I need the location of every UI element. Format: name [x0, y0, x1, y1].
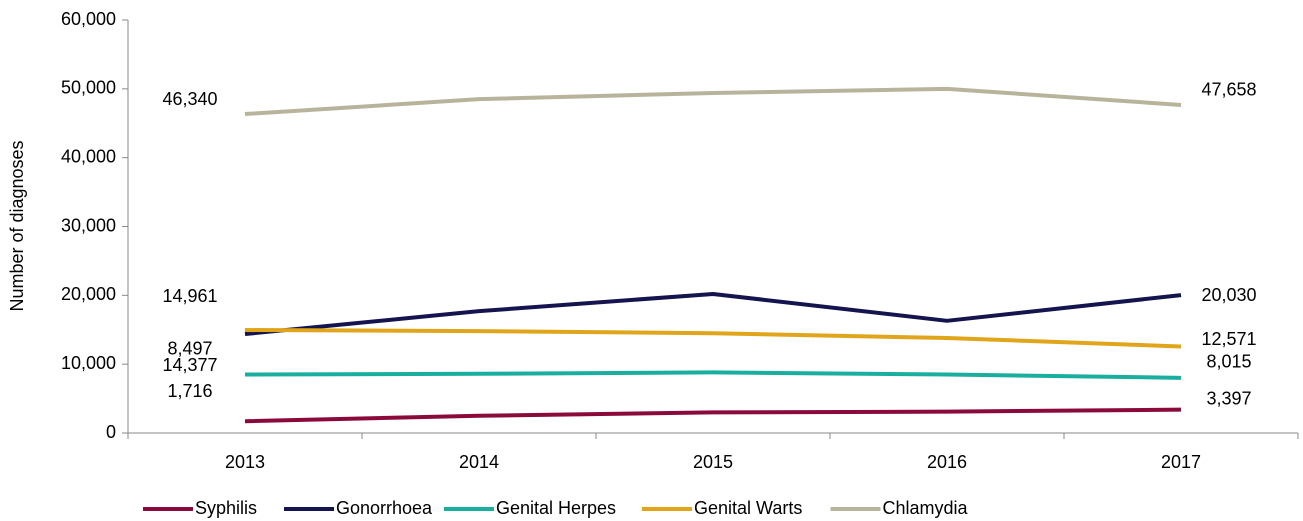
series-line: [244, 328, 1182, 349]
y-axis-title: Number of diagnoses: [7, 140, 27, 311]
data-label: 47,658: [1201, 80, 1256, 100]
y-tick-label: 0: [106, 422, 116, 442]
x-tick-label: 2013: [225, 452, 265, 472]
y-tick-label: 20,000: [61, 284, 116, 304]
data-label: 14,377: [162, 355, 217, 375]
data-label: 3,397: [1206, 388, 1251, 408]
legend-label: Syphilis: [195, 498, 257, 518]
data-label: 46,340: [162, 89, 217, 109]
data-label: 14,961: [162, 286, 217, 306]
x-tick-label: 2016: [927, 452, 967, 472]
x-tick-label: 2014: [459, 452, 499, 472]
legend-label: Chlamydia: [883, 498, 969, 518]
x-tick-label: 2017: [1161, 452, 1201, 472]
series-line: [244, 291, 1182, 337]
data-label: 8,497: [167, 338, 212, 358]
legend-label: Gonorrhoea: [336, 498, 433, 518]
y-tick-label: 30,000: [61, 215, 116, 235]
data-label: 8,015: [1206, 352, 1251, 372]
y-tick-label: 40,000: [61, 146, 116, 166]
legend-label: Genital Warts: [694, 498, 802, 518]
data-label: 12,571: [1201, 329, 1256, 349]
x-tick-label: 2015: [693, 452, 733, 472]
y-tick-label: 50,000: [61, 78, 116, 98]
series-line: [244, 407, 1182, 424]
y-tick-label: 10,000: [61, 353, 116, 373]
data-label: 20,030: [1201, 285, 1256, 305]
legend-label: Genital Herpes: [496, 498, 616, 518]
y-tick-label: 60,000: [61, 9, 116, 29]
series-line: [244, 370, 1182, 380]
series-line: [244, 86, 1182, 117]
data-label: 1,716: [167, 381, 212, 401]
